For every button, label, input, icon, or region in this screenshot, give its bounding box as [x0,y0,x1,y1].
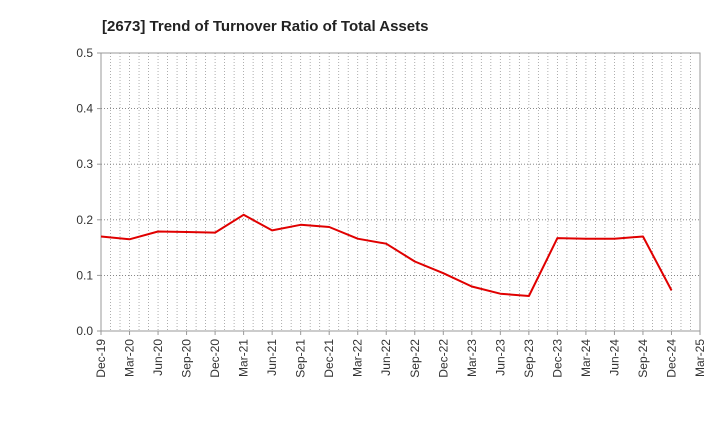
x-tick-label: Mar-25 [693,339,707,377]
x-tick-label: Dec-19 [94,339,108,378]
x-tick-label: Mar-22 [351,339,365,377]
x-tick-label: Mar-23 [465,339,479,377]
series-group [100,213,673,297]
x-tick-label: Dec-22 [436,339,450,378]
series-line [100,213,673,297]
chart-title: [2673] Trend of Turnover Ratio of Total … [102,18,428,35]
x-tick-label: Mar-24 [579,339,593,377]
x-tick-label: Sep-23 [522,339,536,378]
x-tick-label: Sep-20 [180,339,194,378]
x-tick-label: Sep-21 [294,339,308,378]
x-tick-label: Mar-21 [237,339,251,377]
x-axis: Dec-19 Mar-20 Jun-20 Sep-20 Dec-20 Mar-21 Jun-… [94,331,707,378]
x-tick-label: Dec-23 [550,339,564,378]
plot-frame [100,52,701,332]
x-tick-label: Jun-24 [607,339,621,376]
x-tick-label: Sep-24 [636,339,650,378]
y-tick-label: 0.2 [76,213,93,227]
x-tick-label: Jun-23 [493,339,507,376]
y-tick-label: 0.4 [76,102,93,116]
y-tick-label: 0.1 [76,268,93,282]
y-tick-label: 0.5 [76,46,93,60]
x-tick-label: Jun-22 [379,339,393,376]
y-axis: 0.0 0.1 0.2 0.3 0.4 0.5 [76,46,101,338]
x-tick-label: Sep-22 [408,339,422,378]
x-tick-label: Dec-21 [322,339,336,378]
x-tick-label: Jun-20 [151,339,165,376]
y-tick-label: 0.0 [76,324,93,338]
y-tick-label: 0.3 [76,157,93,171]
x-tick-label: Jun-21 [265,339,279,376]
x-tick-label: Dec-20 [208,339,222,378]
grid [101,53,700,331]
x-tick-label: Mar-20 [123,339,137,377]
x-tick-label: Dec-24 [664,339,678,378]
